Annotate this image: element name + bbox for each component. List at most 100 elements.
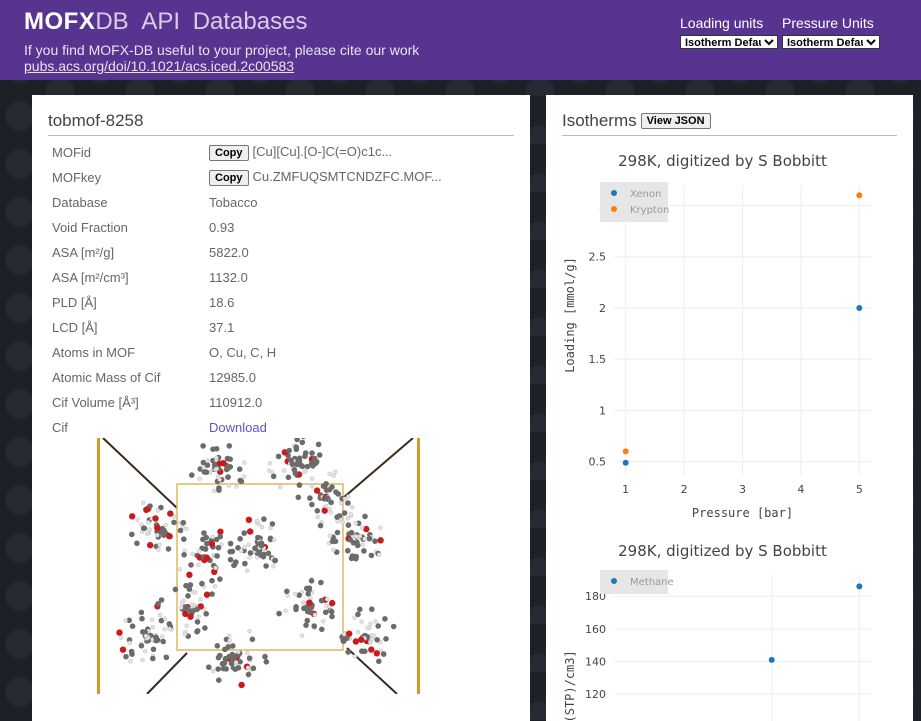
atom bbox=[187, 582, 194, 588]
atom bbox=[315, 441, 322, 448]
y-tick-label: 1.5 bbox=[589, 353, 607, 366]
atom bbox=[213, 565, 218, 571]
atom bbox=[208, 540, 216, 547]
property-row: MOFkey Copy Cu.ZMFUQSMTCNDZFC.MOF... bbox=[52, 165, 512, 190]
copy-button[interactable]: Copy bbox=[209, 170, 249, 186]
nav-api-link[interactable]: API bbox=[141, 8, 181, 35]
nav-databases-link[interactable]: Databases bbox=[192, 8, 308, 35]
data-point[interactable] bbox=[768, 656, 775, 663]
property-row: Void Fraction 0.93 bbox=[52, 215, 512, 240]
atom-cloud bbox=[116, 438, 397, 689]
atom bbox=[296, 482, 303, 488]
atom bbox=[271, 563, 276, 569]
atom bbox=[231, 562, 237, 569]
atom bbox=[302, 453, 308, 460]
atom bbox=[219, 660, 226, 667]
atom bbox=[194, 606, 200, 613]
property-row: ASA [m²/cm³] 1132.0 bbox=[52, 265, 512, 290]
atom bbox=[188, 562, 194, 568]
atom bbox=[359, 619, 364, 624]
chart-title: 298K, digitized by S Bobbitt bbox=[618, 152, 827, 170]
atom bbox=[214, 466, 219, 471]
legend-entry[interactable]: Xenon bbox=[630, 189, 661, 200]
chart-legend[interactable]: Xenon Krypton bbox=[600, 182, 669, 222]
chart-legend[interactable]: Methane bbox=[600, 570, 674, 594]
y-tick-label: 160 bbox=[585, 623, 606, 636]
atom bbox=[267, 535, 274, 542]
doi-link[interactable]: pubs.acs.org/doi/10.1021/acs.iced.2c0058… bbox=[24, 58, 295, 74]
pressure-units-select[interactable]: Isotherm Default bbox=[782, 35, 880, 49]
data-point[interactable] bbox=[856, 304, 863, 311]
view-json-button[interactable]: View JSON bbox=[640, 113, 711, 129]
atom bbox=[197, 466, 203, 472]
y-tick-label: 2 bbox=[599, 302, 606, 315]
atom bbox=[363, 525, 370, 533]
atom bbox=[322, 609, 329, 616]
structure-viewer[interactable] bbox=[97, 438, 427, 694]
atom bbox=[229, 651, 236, 658]
atom bbox=[236, 649, 241, 655]
atom bbox=[262, 653, 268, 660]
atom bbox=[361, 548, 367, 554]
atom bbox=[229, 548, 236, 555]
atom bbox=[365, 625, 370, 630]
atom bbox=[371, 633, 376, 638]
legend-entry[interactable]: Methane bbox=[630, 577, 674, 588]
atom bbox=[127, 640, 132, 646]
data-point[interactable] bbox=[622, 448, 629, 455]
atom bbox=[147, 542, 154, 549]
atom bbox=[293, 604, 299, 610]
atom bbox=[366, 535, 373, 542]
loading-units-select[interactable]: Isotherm Default bbox=[680, 35, 778, 49]
atom bbox=[135, 517, 140, 522]
cif-download-link[interactable]: Download bbox=[209, 420, 267, 435]
atom bbox=[241, 530, 247, 536]
atom bbox=[150, 624, 156, 630]
atom bbox=[236, 466, 243, 472]
pressure-units-group: Pressure Units Isotherm Default bbox=[782, 15, 880, 49]
atom bbox=[189, 602, 195, 608]
atom bbox=[272, 557, 278, 564]
data-point[interactable] bbox=[622, 459, 629, 466]
atom bbox=[238, 478, 245, 485]
atom bbox=[285, 474, 292, 481]
x-tick-label: 5 bbox=[856, 483, 863, 496]
isotherm-chart-2[interactable]: 298K, digitized by S Bobbitt 180 160 140 120… bbox=[562, 535, 902, 721]
isotherm-chart-1[interactable]: 298K, digitized by S Bobbitt 1 2 3 4 5 0.5 1 1.5… bbox=[562, 145, 902, 520]
legend-marker bbox=[611, 190, 617, 196]
legend-entry[interactable]: Krypton bbox=[630, 205, 669, 216]
atom bbox=[323, 487, 330, 493]
atom bbox=[299, 439, 306, 446]
atom bbox=[126, 617, 132, 624]
atom bbox=[329, 613, 335, 620]
atom bbox=[128, 658, 133, 664]
atom bbox=[334, 529, 341, 536]
atom bbox=[373, 650, 380, 657]
data-point[interactable] bbox=[856, 192, 863, 199]
atom bbox=[352, 654, 357, 659]
atom bbox=[217, 576, 223, 582]
atom bbox=[217, 652, 223, 659]
atom bbox=[335, 519, 340, 524]
copy-button[interactable]: Copy bbox=[209, 145, 249, 161]
brand-logo[interactable]: MOFXDB API Databases bbox=[24, 8, 307, 36]
atom bbox=[167, 510, 174, 517]
atom bbox=[180, 519, 187, 526]
atom bbox=[340, 519, 345, 525]
atom bbox=[247, 555, 252, 560]
atom bbox=[237, 536, 243, 542]
legend-marker bbox=[611, 206, 617, 212]
atom bbox=[299, 463, 306, 470]
atom bbox=[220, 665, 227, 672]
property-value-cell: 5822.0 bbox=[209, 245, 249, 260]
atom bbox=[357, 606, 363, 613]
atom bbox=[259, 524, 265, 530]
atom bbox=[214, 643, 221, 649]
atom bbox=[312, 460, 319, 467]
atom bbox=[232, 666, 239, 672]
atom bbox=[263, 563, 269, 569]
data-point[interactable] bbox=[856, 583, 863, 590]
atom bbox=[293, 444, 300, 450]
atom bbox=[153, 634, 159, 641]
atom bbox=[373, 619, 378, 624]
